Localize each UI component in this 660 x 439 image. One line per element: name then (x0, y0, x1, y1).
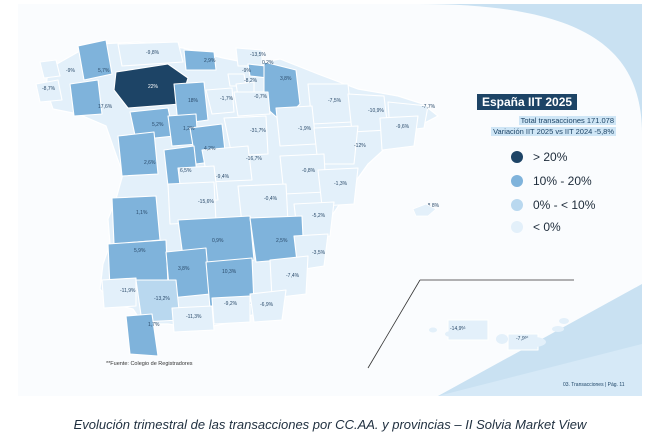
province-region (77, 39, 113, 81)
province-value-label: -15,6% (198, 199, 214, 205)
bg-bottom-shape (18, 304, 642, 396)
province-region (173, 81, 209, 125)
legend-item-0-10: 0% - < 10% (511, 198, 595, 212)
province-value-label: 3,8% (178, 266, 190, 272)
province-region (117, 131, 159, 177)
legend-item-10-20: 10% - 20% (511, 174, 592, 188)
province-region (35, 79, 63, 103)
legend-swatch (511, 151, 523, 163)
province-region (223, 115, 269, 157)
province-value-label: -0,4% (264, 196, 278, 202)
province-value-label: -9,6% (396, 124, 410, 130)
province-value-label: -7,5% (328, 98, 342, 104)
province-region (101, 277, 137, 309)
province-value-label: 10,3% (222, 269, 237, 275)
legend-swatch (511, 175, 523, 187)
legend-label: > 20% (533, 150, 568, 164)
province-value-label: 0,9% (212, 238, 224, 244)
province-value-label: -9,8% (146, 50, 160, 56)
province-value-label: -8,7% (42, 86, 56, 92)
province-region (379, 115, 419, 151)
province-region (125, 313, 159, 357)
variation-summary: Variación IIT 2025 vs IIT 2024 -5,8% (491, 127, 616, 136)
province-value-label: -6,9% (260, 302, 274, 308)
legend-swatch (511, 199, 523, 211)
province-value-label: 5,7% (98, 68, 110, 74)
canary-box-line-left (367, 279, 421, 369)
province-value-label: -11,3% (186, 314, 202, 320)
province-value-label: -7,7% (422, 104, 436, 110)
province-value-label: -9,2% (224, 301, 238, 307)
province-value-label: -3,5% (312, 250, 326, 256)
province-value-label: -9,4% (216, 174, 230, 180)
legend-swatch (511, 221, 523, 233)
province-value-label: 22% (148, 84, 159, 90)
province-region (117, 41, 184, 67)
province-region (249, 289, 287, 323)
province-value-label: -0,7% (254, 94, 268, 100)
province-value-label: -9% (242, 68, 251, 74)
province-value-label: -1,9% (298, 126, 312, 132)
province-value-label: -14,9% (450, 326, 466, 332)
province-value-label: 3,8% (280, 76, 292, 82)
province-value-label: -1,3% (334, 181, 348, 187)
province-value-label: -12% (354, 143, 366, 149)
province-region (211, 295, 251, 325)
balearic-islands (412, 203, 437, 217)
province-region (307, 83, 353, 125)
province-value-label: -8,8% (426, 203, 440, 209)
province-value-label: 17,6% (98, 104, 113, 110)
legend-item-lt0: < 0% (511, 220, 561, 234)
province-region (111, 195, 161, 245)
province-value-label: -5,2% (312, 213, 326, 219)
province-region (183, 49, 217, 71)
province-value-label: -1,7% (220, 96, 234, 102)
province-region (69, 79, 103, 117)
province-value-label: 5,9% (134, 248, 146, 254)
province-value-label: -31,7% (250, 128, 266, 134)
province-region (269, 255, 309, 299)
province-region (233, 91, 271, 117)
figure-caption: Evolución trimestral de las transaccione… (73, 417, 587, 432)
province-region (313, 125, 359, 165)
province-value-label: -7,9% (516, 336, 530, 342)
province-value-label: -13,5% (250, 52, 266, 58)
province-value-label: 2,5% (276, 238, 288, 244)
province-region (317, 167, 359, 207)
province-value-label: 1,1% (136, 210, 148, 216)
province-value-label: -10,9% (368, 108, 384, 114)
province-value-label: -9% (66, 68, 75, 74)
province-value-label: 4,2% (204, 146, 216, 152)
province-value-label: 1,2% (183, 126, 195, 132)
canary-islands (429, 318, 569, 347)
source-note: **Fuente: Colegio de Registradores (106, 361, 193, 367)
province-value-label: -8,2% (244, 78, 258, 84)
province-region (39, 59, 61, 79)
province-value-label: -13,2% (154, 296, 170, 302)
total-transactions: Total transacciones 171.078 (518, 116, 616, 125)
province-value-label: -0,8% (302, 168, 316, 174)
province-value-label: -11,9% (120, 288, 136, 294)
province-region (171, 305, 215, 333)
province-value-label: -16,7% (246, 156, 262, 162)
province-value-label: 1,7% (148, 322, 160, 328)
province-value-label: 0,2% (262, 60, 274, 66)
map-title: España IIT 2025 (477, 94, 578, 110)
province-value-label: 6,5% (180, 168, 192, 174)
province-value-label: 2,9% (204, 58, 216, 64)
province-value-label: 2,6% (144, 160, 156, 166)
legend-label: 10% - 20% (533, 174, 592, 188)
legend-label: 0% - < 10% (533, 198, 596, 212)
province-value-label: 18% (188, 98, 199, 104)
page-footer: 03. Transacciones | Pág. 11 (563, 382, 625, 388)
province-value-label: -7,4% (286, 273, 300, 279)
legend-label: < 0% (533, 220, 561, 234)
legend-item-gt20: > 20% (511, 150, 567, 164)
province-region (205, 87, 235, 115)
province-value-label: 5,2% (152, 122, 164, 128)
